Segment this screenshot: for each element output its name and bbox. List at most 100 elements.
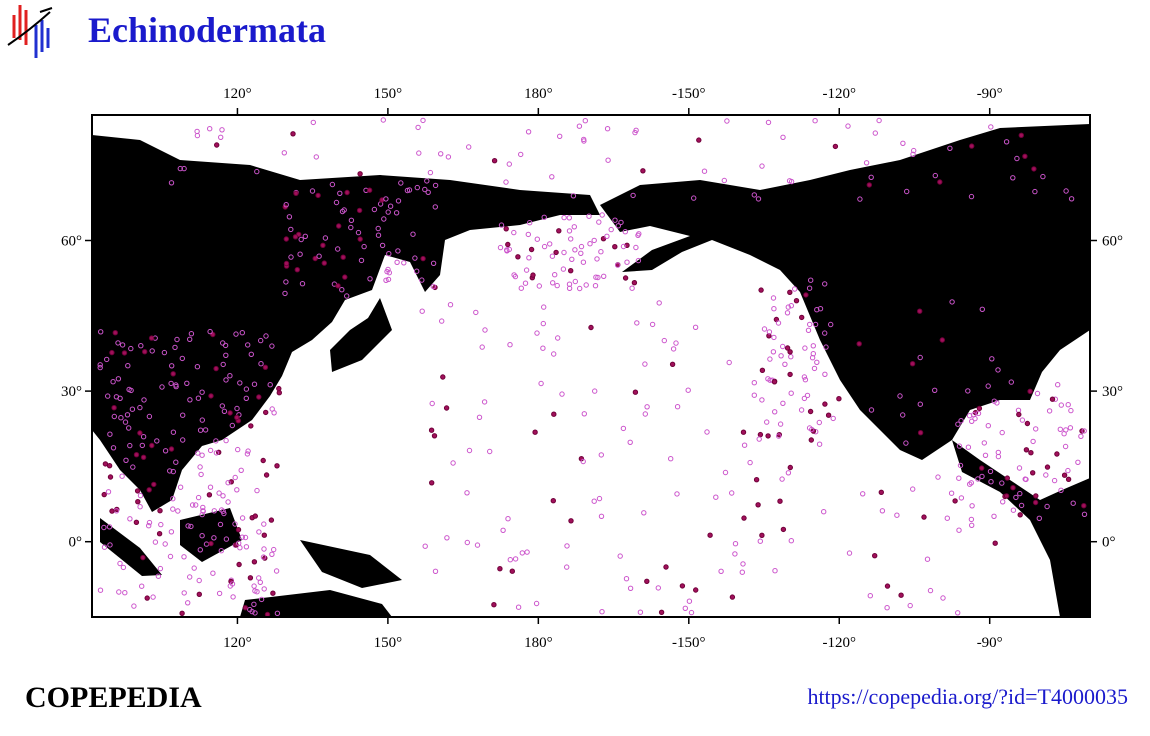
- occurrence-dot: [482, 327, 488, 333]
- occurrence-dot: [1018, 502, 1025, 509]
- occurrence-dot: [803, 292, 809, 298]
- occurrence-dot: [674, 404, 681, 410]
- occurrence-dot: [566, 281, 573, 287]
- occurrence-dot: [830, 415, 836, 422]
- occurrence-dot: [428, 427, 435, 433]
- occurrence-dot: [126, 386, 132, 393]
- y-tick-label: 0°: [69, 535, 83, 551]
- occurrence-dot: [788, 303, 794, 309]
- occurrence-dot: [527, 220, 533, 226]
- occurrence-dot: [932, 172, 938, 179]
- occurrence-dot: [564, 543, 570, 549]
- occurrence-dot: [197, 427, 204, 433]
- occurrence-dot: [1024, 420, 1031, 427]
- occurrence-dot: [128, 345, 134, 352]
- occurrence-dot: [793, 298, 800, 304]
- occurrence-dot: [828, 321, 834, 328]
- occurrence-dot: [395, 198, 402, 204]
- occurrence-dot: [904, 188, 910, 195]
- occurrence-dot: [823, 344, 829, 350]
- occurrence-dot: [761, 326, 768, 332]
- occurrence-dot: [138, 343, 144, 349]
- x-tick-label: -90°: [977, 635, 1003, 651]
- occurrence-dot: [1055, 382, 1061, 388]
- occurrence-dot: [341, 207, 347, 213]
- occurrence-dot: [969, 522, 975, 528]
- occurrence-dot: [751, 192, 757, 198]
- occurrence-dot: [587, 241, 593, 247]
- occurrence-dot: [559, 391, 565, 397]
- url[interactable]: https://copepedia.org/?id=T4000035: [807, 684, 1128, 709]
- occurrence-dot: [263, 409, 269, 416]
- occurrence-dot: [1057, 426, 1064, 432]
- occurrence-dot: [975, 476, 981, 482]
- occurrence-dot: [247, 606, 253, 613]
- occurrence-dot: [557, 133, 563, 140]
- occurrence-dot: [857, 196, 863, 202]
- occurrence-dot: [669, 361, 676, 367]
- occurrence-dot: [316, 253, 322, 259]
- occurrence-dot: [566, 228, 573, 234]
- occurrence-dot: [780, 343, 786, 350]
- occurrence-dot: [685, 387, 691, 393]
- occurrence-dot: [566, 215, 572, 221]
- occurrence-dot: [109, 349, 115, 356]
- occurrence-dot: [534, 330, 540, 336]
- occurrence-dot: [644, 404, 650, 410]
- occurrence-dot: [122, 590, 128, 596]
- occurrence-dot: [682, 605, 688, 611]
- occurrence-dot: [765, 433, 771, 439]
- occurrence-dot: [785, 470, 792, 476]
- occurrence-dot: [674, 491, 680, 497]
- occurrence-dot: [156, 531, 163, 537]
- occurrence-dot: [620, 243, 627, 250]
- occurrence-dot: [979, 306, 985, 312]
- occurrence-dot: [336, 223, 342, 229]
- occurrence-dot: [227, 410, 233, 416]
- occurrence-dot: [261, 546, 267, 552]
- occurrence-dot: [860, 491, 866, 497]
- occurrence-dot: [979, 465, 985, 471]
- occurrence-dot: [588, 324, 594, 331]
- occurrence-dot: [721, 177, 727, 184]
- occurrence-dot: [200, 504, 206, 511]
- occurrence-dot: [1065, 402, 1071, 408]
- occurrence-dot: [101, 524, 107, 531]
- occurrence-dot: [220, 340, 226, 346]
- occurrence-dot: [348, 224, 354, 231]
- occurrence-dot: [604, 233, 610, 240]
- occurrence-dot: [568, 268, 574, 274]
- occurrence-dot: [741, 515, 747, 521]
- occurrence-dot: [195, 494, 202, 501]
- occurrence-dot: [635, 257, 642, 264]
- occurrence-dot: [134, 488, 141, 494]
- occurrence-dot: [1032, 499, 1039, 506]
- occurrence-dot: [661, 337, 667, 344]
- occurrence-dot: [122, 419, 129, 425]
- occurrence-dot: [167, 468, 173, 474]
- occurrence-dot: [126, 425, 132, 431]
- occurrence-dot: [137, 504, 143, 510]
- occurrence-dot: [197, 464, 203, 470]
- occurrence-dot: [117, 395, 123, 401]
- occurrence-dot: [187, 574, 193, 580]
- occurrence-dot: [747, 459, 753, 466]
- occurrence-dot: [564, 564, 570, 570]
- occurrence-dot: [112, 330, 119, 336]
- occurrence-dot: [556, 228, 562, 234]
- occurrence-dot: [629, 285, 635, 291]
- occurrence-dot: [170, 468, 177, 475]
- occurrence-dot: [999, 429, 1005, 436]
- occurrence-dot: [414, 268, 420, 274]
- occurrence-dot: [168, 446, 175, 452]
- occurrence-dot: [385, 276, 392, 283]
- occurrence-dot: [507, 342, 513, 348]
- occurrence-dot: [357, 236, 363, 242]
- occurrence-dot: [130, 464, 136, 470]
- occurrence-dot: [366, 187, 373, 193]
- occurrence-dot: [599, 212, 605, 218]
- occurrence-dot: [1013, 494, 1019, 501]
- occurrence-dot: [199, 452, 205, 458]
- occurrence-dot: [213, 365, 219, 372]
- occurrence-dot: [515, 254, 521, 260]
